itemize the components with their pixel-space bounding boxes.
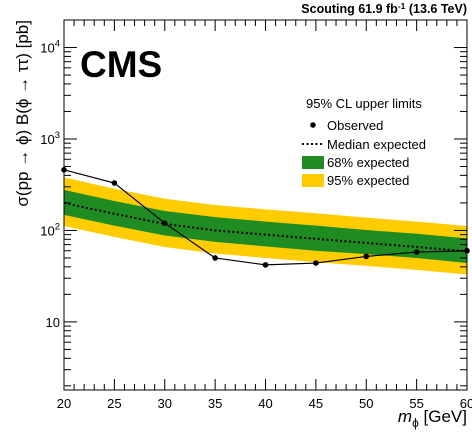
expected-bands (64, 177, 467, 275)
legend: 95% CL upper limits Observed Median expe… (302, 96, 426, 188)
x-tick-label: 50 (359, 396, 373, 411)
y-tick-label: 104 (40, 39, 60, 56)
x-tick-label: 35 (208, 396, 222, 411)
observed-markers (61, 167, 470, 268)
y-tick-label: 102 (40, 221, 60, 238)
y-tick-label: 10 (46, 315, 60, 330)
x-tick-label: 25 (107, 396, 121, 411)
median-expected-line (63, 201, 468, 253)
legend-95-label: 95% expected (327, 173, 409, 188)
observed-point (111, 180, 118, 186)
axis-tick-labels: 20 25 30 35 40 45 50 55 60 10 102 103 104 (40, 39, 472, 411)
legend-expected-label: Median expected (327, 137, 426, 152)
observed-point (363, 253, 370, 260)
observed-point (212, 255, 218, 261)
x-tick-label: 60 (460, 396, 472, 411)
x-tick-label: 40 (258, 396, 272, 411)
observed-point (262, 262, 269, 268)
lumi-label: Scouting 61.9 fb-1 (13.6 TeV) (301, 1, 467, 16)
x-axis-label: mϕ [GeV] (398, 407, 467, 430)
observed-point (313, 260, 319, 266)
y-axis-label: σ(pp → ϕ) B(ϕ → ττ) [pb] (13, 20, 32, 207)
observed-point (413, 249, 420, 255)
legend-95-swatch (302, 174, 324, 187)
legend-title: 95% CL upper limits (306, 96, 422, 111)
observed-point (161, 220, 168, 226)
x-tick-label: 45 (309, 396, 323, 411)
y-tick-label: 103 (40, 130, 60, 147)
legend-68-swatch (302, 156, 324, 169)
x-tick-label: 30 (158, 396, 172, 411)
x-tick-label: 55 (409, 396, 423, 411)
band-68-expected (64, 189, 467, 264)
legend-observed-marker (310, 122, 316, 128)
legend-68-label: 68% expected (327, 155, 409, 170)
axis-ticks (63, 19, 468, 390)
x-tick-label: 20 (57, 396, 71, 411)
cms-label: CMS (80, 44, 162, 85)
legend-observed-label: Observed (327, 118, 383, 133)
